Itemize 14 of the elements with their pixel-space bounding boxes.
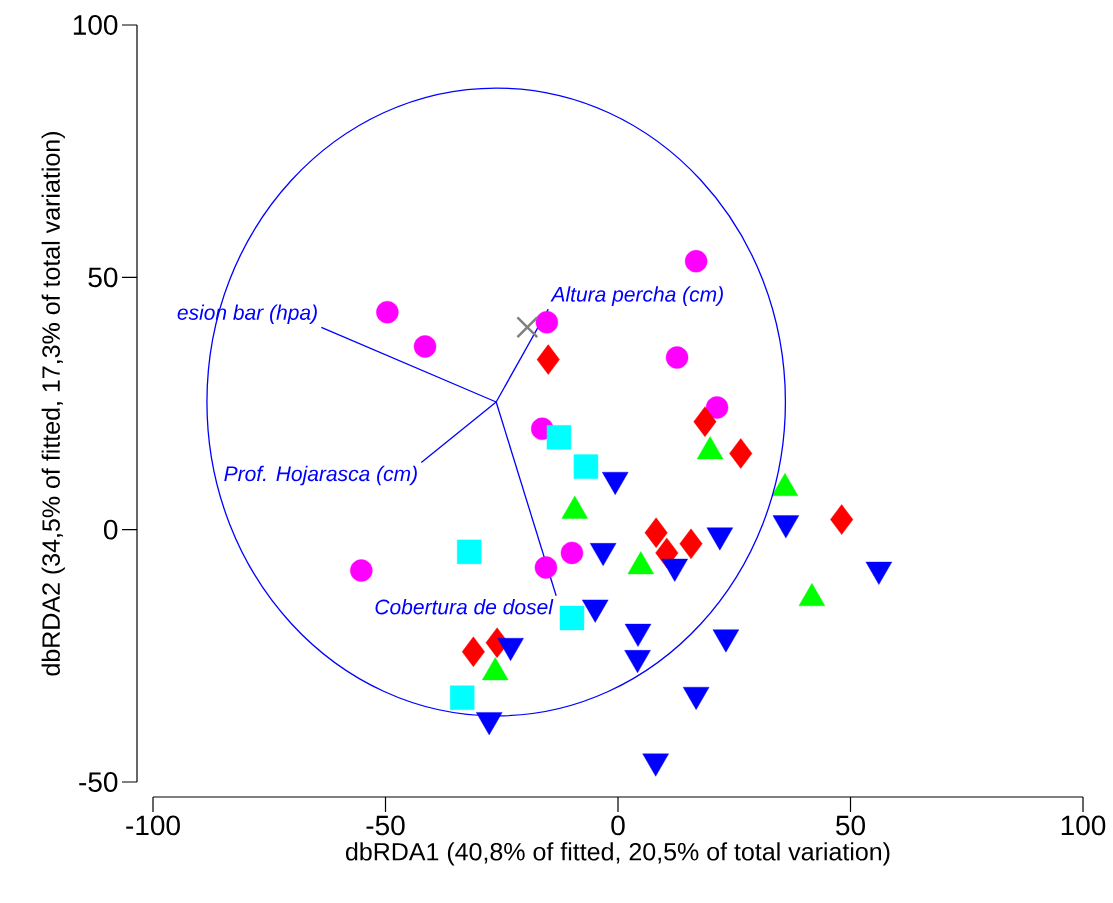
x-tick-label: 50 [836,815,865,836]
x-tick-label: 100 [1061,815,1106,836]
y-axis-title: dbRDA2 (34,5% of fitted, 17,3% of total variation) [41,132,65,676]
x-tick-label: -100 [126,815,180,836]
y-tick-label: 0 [104,519,118,540]
y-tick-label: -50 [79,772,118,792]
annotation: Altura percha (cm) [550,286,723,306]
y-tick-label: 100 [73,15,118,35]
x-tick-label: 0 [611,815,625,836]
annotation: Cobertura de dosel [375,598,554,615]
x-tick-label: -50 [366,815,405,836]
x-axis-title: dbRDA1 (40,8% of fitted, 20,5% of total variation) [345,842,890,866]
annotation: Prof. Hojarasca (cm) [224,465,417,486]
y-tick-label: 50 [88,267,118,288]
